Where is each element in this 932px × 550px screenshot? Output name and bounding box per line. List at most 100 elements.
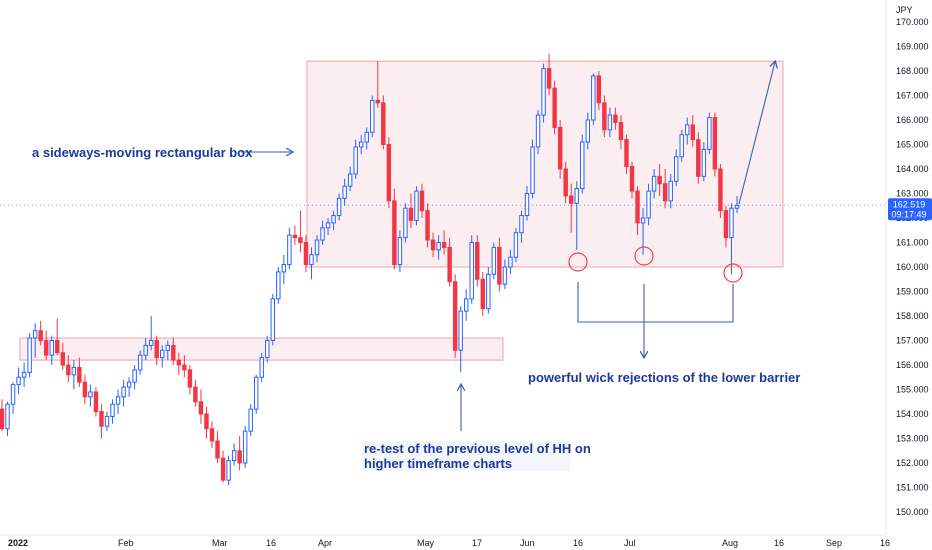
- candle-body: [77, 366, 82, 383]
- candle-body: [546, 68, 552, 89]
- candle: [635, 186, 640, 236]
- candle-body: [651, 175, 657, 192]
- candle: [712, 112, 718, 177]
- candle-body: [281, 264, 287, 273]
- price-tick-label: 154.000: [896, 409, 929, 419]
- candle-body: [370, 99, 375, 133]
- candle-body: [176, 359, 182, 366]
- price-tick-label: 158.000: [896, 311, 929, 321]
- candle-body: [325, 222, 331, 229]
- candle-body: [165, 344, 171, 351]
- candle-body: [640, 217, 646, 224]
- candle-body: [231, 450, 237, 462]
- price-tick-label: 153.000: [896, 434, 929, 444]
- currency-label: JPY: [896, 5, 913, 15]
- candle: [5, 401, 10, 437]
- candle: [657, 164, 662, 196]
- candle: [77, 357, 82, 388]
- time-tick-label: Jul: [624, 538, 636, 548]
- candle-body: [662, 183, 668, 202]
- candle-body: [568, 195, 574, 204]
- candle-body: [66, 364, 71, 376]
- candle-body: [259, 357, 264, 378]
- candle-body: [624, 139, 629, 168]
- price-tick-label: 168.000: [896, 66, 929, 76]
- candle-body: [347, 173, 353, 187]
- candle: [646, 183, 651, 226]
- candle-body: [419, 190, 425, 212]
- time-tick-label: Feb: [118, 538, 134, 548]
- candle: [718, 164, 723, 218]
- candle-body: [364, 131, 369, 143]
- candle-body: [497, 246, 502, 285]
- candle: [176, 352, 182, 375]
- price-tick-label: 160.000: [896, 262, 929, 272]
- candle: [270, 293, 276, 346]
- candle-body: [320, 227, 325, 241]
- price-tick-label: 164.000: [896, 164, 929, 174]
- time-tick-label: 2022: [8, 538, 28, 548]
- candle-body: [513, 232, 519, 258]
- candle-body: [99, 411, 104, 427]
- time-tick-label: 17: [472, 538, 482, 548]
- candle: [386, 137, 392, 209]
- candle-body: [580, 141, 585, 190]
- time-tick-label: 16: [266, 538, 276, 548]
- candle: [552, 80, 557, 135]
- candle: [629, 161, 635, 199]
- candle-body: [480, 278, 486, 310]
- candle: [397, 230, 403, 272]
- candle-body: [32, 330, 38, 339]
- candle: [259, 352, 264, 383]
- candle: [696, 132, 701, 184]
- candle-body: [524, 193, 530, 217]
- candle-body: [143, 344, 148, 356]
- candle: [541, 63, 546, 123]
- candle: [137, 350, 143, 375]
- candle: [298, 210, 303, 253]
- retest-annotation-line2: higher timeframe charts: [364, 456, 512, 471]
- candle-body: [607, 114, 613, 131]
- candle-body: [21, 371, 27, 378]
- candle: [452, 274, 458, 358]
- candle-body: [425, 210, 430, 241]
- candle: [486, 267, 491, 314]
- candle-body: [270, 298, 276, 342]
- wick-annotation: powerful wick rejections of the lower ba…: [528, 370, 800, 385]
- candle: [364, 127, 369, 150]
- candle-body: [10, 384, 16, 405]
- candle: [60, 342, 66, 370]
- candle: [287, 227, 292, 270]
- candle: [154, 335, 159, 365]
- candle-body: [673, 156, 679, 182]
- time-axis[interactable]: 2022 Feb Mar 16 Apr May 17 Jun 16 Jul Aug 16 Sep 16: [8, 538, 890, 548]
- price-tick-label: 157.000: [896, 336, 929, 346]
- candle-body: [585, 119, 591, 143]
- time-tick-label: Aug: [722, 538, 738, 548]
- candle: [524, 186, 530, 221]
- candle: [685, 117, 690, 145]
- candle: [690, 115, 696, 147]
- candle-body: [502, 266, 508, 285]
- candle-body: [242, 430, 248, 464]
- candle: [82, 374, 88, 405]
- candle: [43, 330, 49, 361]
- candle-body: [137, 354, 143, 371]
- candle-body: [629, 166, 635, 192]
- candle: [160, 345, 165, 368]
- candle-body: [707, 117, 712, 150]
- candle: [314, 235, 320, 263]
- candle-body: [276, 271, 281, 300]
- candle-body: [309, 254, 314, 266]
- wick-rejection-circle: [634, 246, 654, 266]
- candle: [419, 183, 425, 218]
- candle: [148, 316, 154, 351]
- candle: [508, 249, 513, 275]
- candle: [55, 318, 60, 356]
- price-axis[interactable]: 150.000 151.000 152.000 153.000 154.000 155.0…: [896, 17, 929, 517]
- candle: [557, 120, 563, 179]
- price-tick-label: 161.000: [896, 238, 929, 248]
- candle-body: [353, 146, 358, 175]
- candle-body: [115, 396, 121, 405]
